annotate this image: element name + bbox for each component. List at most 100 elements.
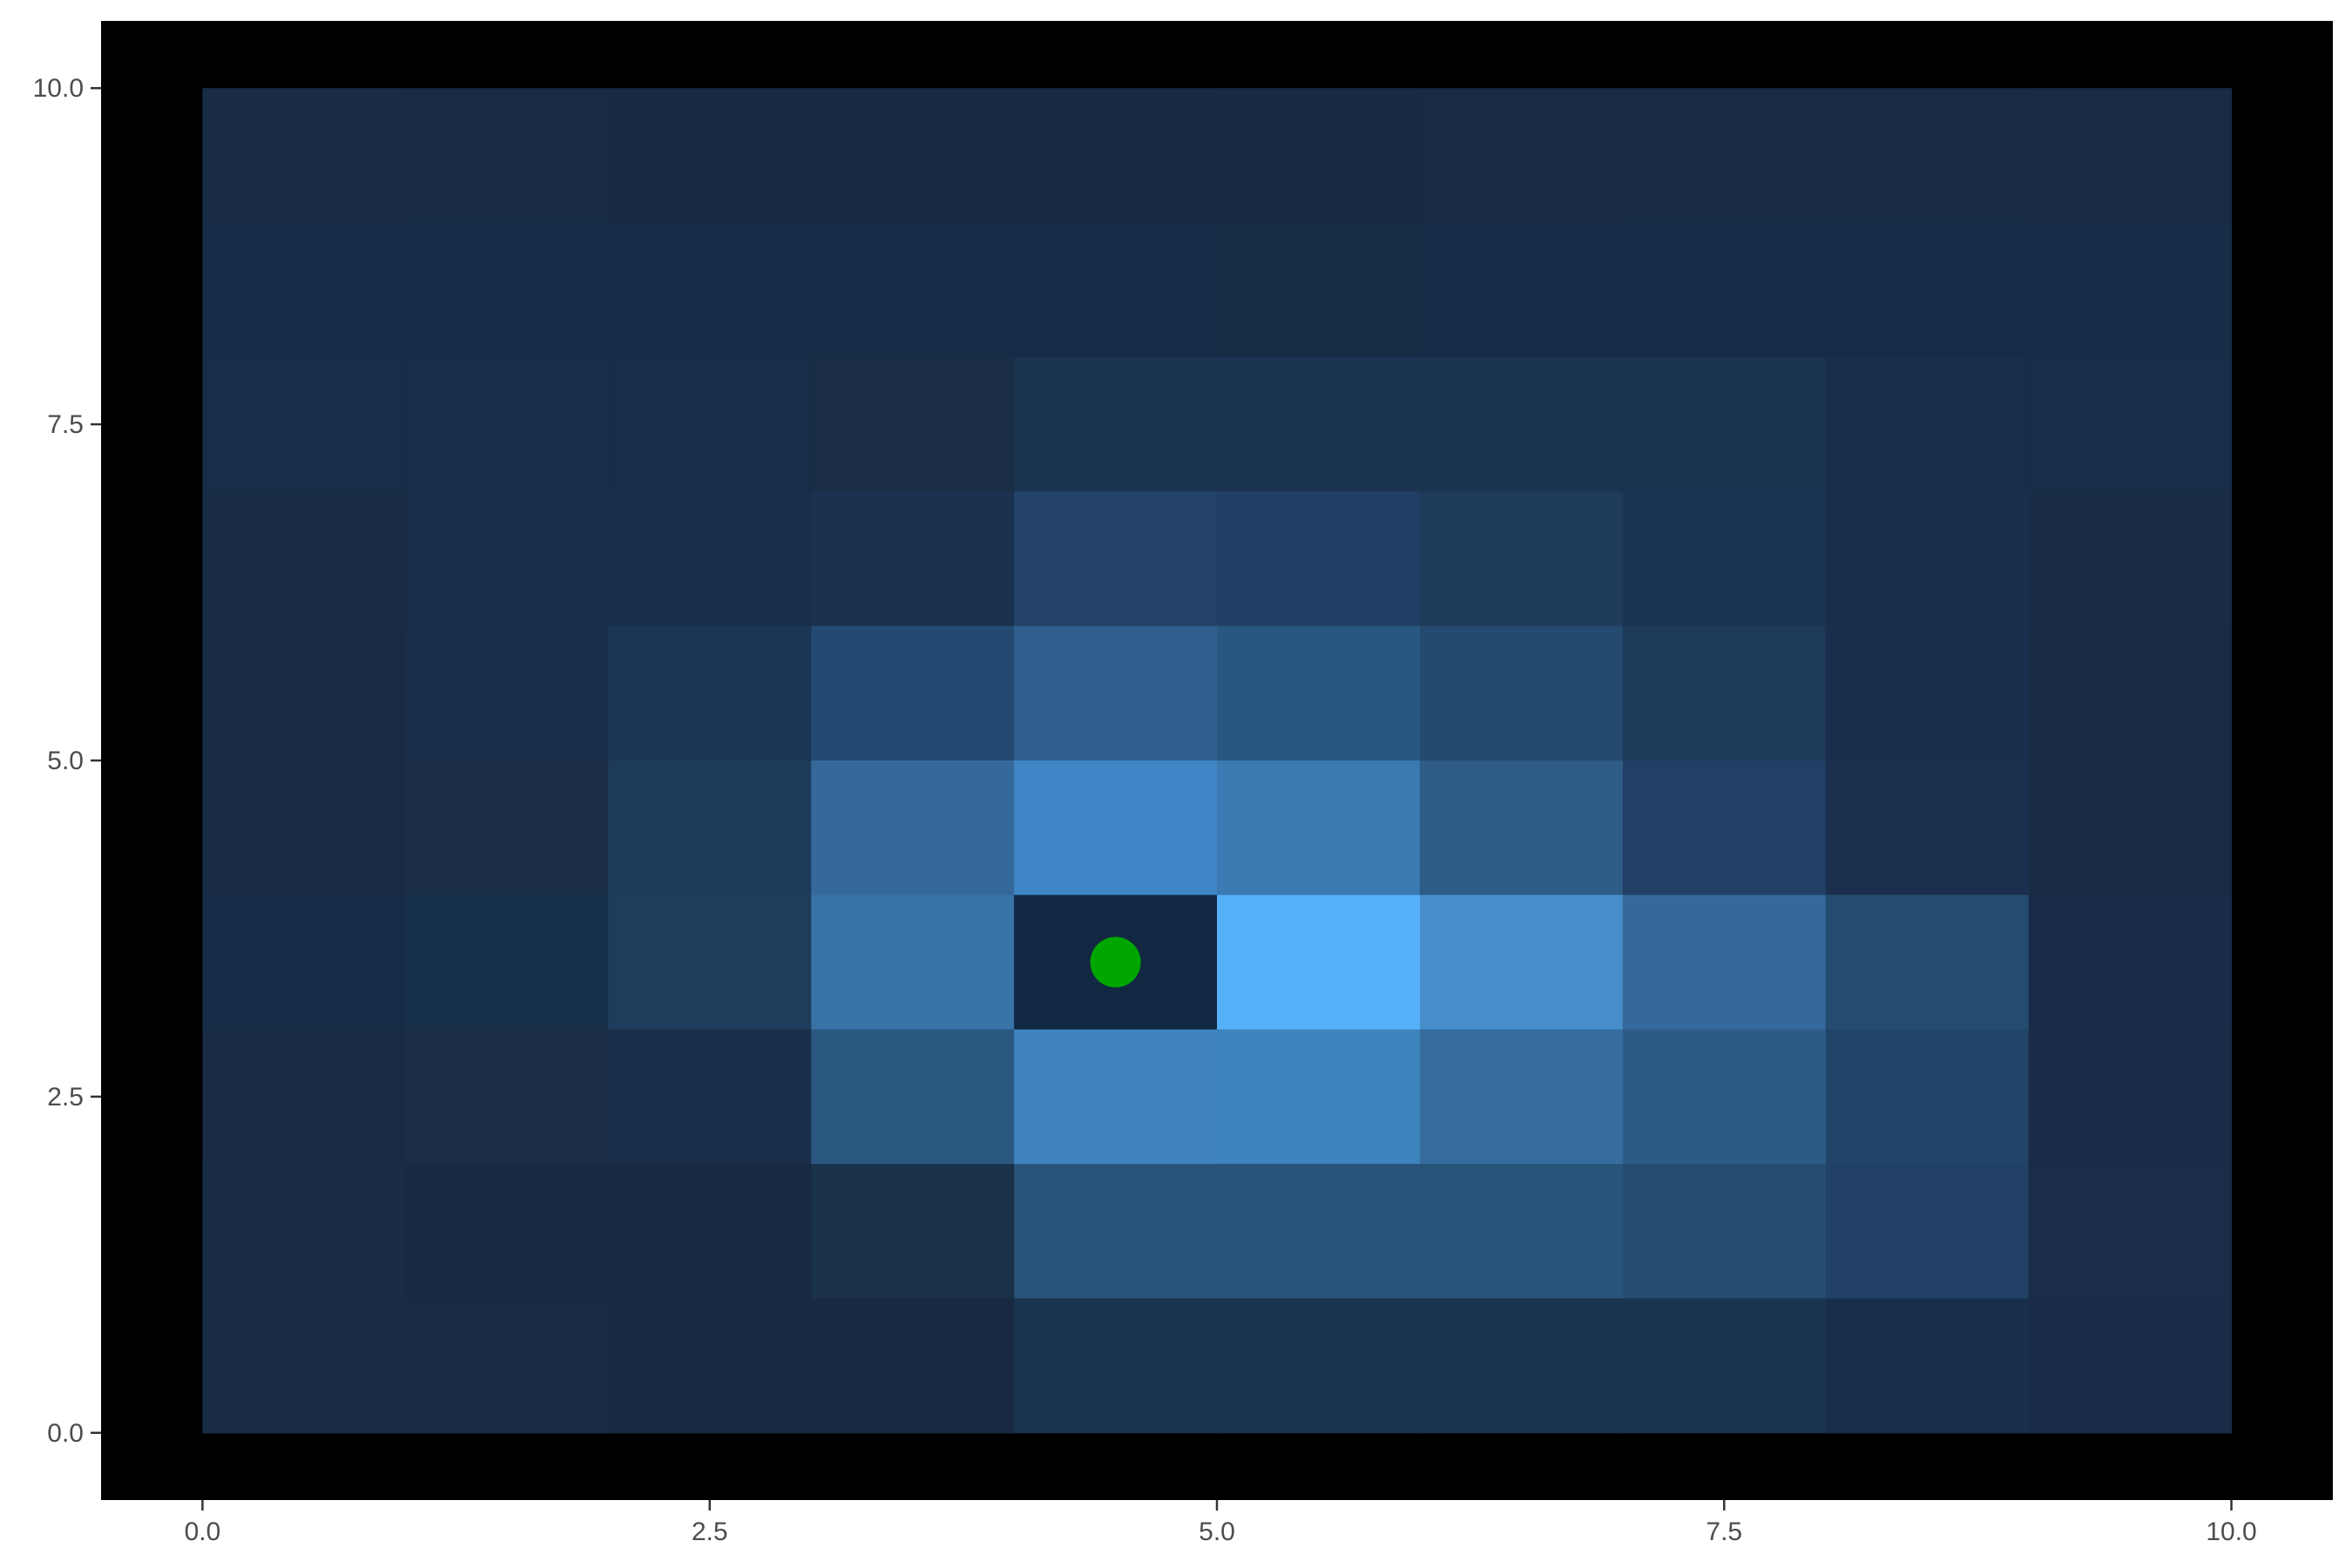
heatmap-cell [1622,491,1827,627]
heatmap-cell [2028,1029,2233,1165]
heatmap-cell [1419,895,1624,1031]
heatmap-cell [1825,760,2030,896]
heatmap-cell [405,491,609,627]
heatmap-cell [202,895,406,1031]
heatmap-cell [202,1298,406,1434]
heatmap-cell [1419,88,1624,224]
heatmap-cell [405,356,609,492]
y-tick-label: 2.5 [47,1083,84,1112]
heatmap-cell [811,356,1015,492]
heatmap-cell [1217,760,1421,896]
heatmap-cell [1217,1298,1421,1434]
heatmap-cell [1825,1164,2030,1300]
heatmap-cell [1419,1164,1624,1300]
heatmap-cell [811,895,1015,1031]
y-tick-label: 0.0 [47,1419,84,1448]
heatmap-cell [1217,491,1421,627]
heatmap-cell [1419,760,1624,896]
heatmap-cell [1622,356,1827,492]
data-points [1090,936,1141,988]
heatmap-cell [1622,1298,1827,1434]
heatmap-cell [1825,1298,2030,1434]
heatmap-cell [811,760,1015,896]
heatmap-cell [608,491,812,627]
heatmap-cell [608,222,812,358]
heatmap-cell [1014,1029,1218,1165]
heatmap-cell [1217,356,1421,492]
heatmap-cell [1622,88,1827,224]
heatmap-cell [202,222,406,358]
heatmap-cell [608,1029,812,1165]
heatmap-cell [1217,1029,1421,1165]
heatmap-cell [202,356,406,492]
heatmap-cell [811,1164,1015,1300]
heatmap-cell [405,88,609,224]
heatmap-cell [1622,760,1827,896]
x-tick-label: 2.5 [692,1517,728,1546]
heatmap-cell [405,222,609,358]
heatmap-cells [202,88,2233,1434]
heatmap-cell [811,1298,1015,1434]
heatmap-cell [1014,1164,1218,1300]
y-tick-label: 7.5 [47,410,84,439]
heatmap-cell [811,1029,1015,1165]
heatmap-cell [2028,625,2233,761]
heatmap-cell [1419,222,1624,358]
heatmap-cell [1217,88,1421,224]
heatmap-cell [202,1164,406,1300]
heatmap-cell [1622,895,1827,1031]
y-axis: 0.0 2.5 5.0 7.5 10.0 [33,74,101,1448]
heatmap-cell [202,88,406,224]
heatmap-cell [202,491,406,627]
heatmap-cell [1825,895,2030,1031]
heatmap-cell [1825,222,2030,358]
heatmap-cell [1825,1029,2030,1165]
heatmap-cell [1825,625,2030,761]
heatmap-cell [1622,1029,1827,1165]
heatmap-cell [405,895,609,1031]
heatmap-cell [608,625,812,761]
heatmap-cell [1825,356,2030,492]
x-tick-label: 5.0 [1199,1517,1235,1546]
heatmap-cell [1014,1298,1218,1434]
heatmap-cell [202,1029,406,1165]
heatmap-cell [1014,356,1218,492]
heatmap-cell [608,88,812,224]
heatmap-cell [1217,222,1421,358]
heatmap-cell [202,760,406,896]
x-axis: 0.0 2.5 5.0 7.5 10.0 [185,1500,2257,1546]
heatmap-cell [2028,1298,2233,1434]
heatmap-cell [2028,1164,2233,1300]
heatmap-cell [811,491,1015,627]
heatmap-cell [1217,625,1421,761]
heatmap-cell [1622,222,1827,358]
heatmap-cell [405,1298,609,1434]
heatmap-cell [1014,222,1218,358]
heatmap-cell [1419,625,1624,761]
heatmap-cell [1419,356,1624,492]
heatmap-cell [811,625,1015,761]
y-tick-label: 5.0 [47,747,84,775]
heatmap-cell [405,625,609,761]
heatmap-cell [2028,88,2233,224]
heatmap-cell [1217,895,1421,1031]
heatmap-cell [608,1164,812,1300]
heatmap-cell [405,1029,609,1165]
y-tick-label: 10.0 [33,74,84,103]
x-tick-label: 10.0 [2206,1517,2256,1546]
heatmap-cell [1622,625,1827,761]
heatmap-cell [608,1298,812,1434]
heatmap-cell [1622,1164,1827,1300]
heatmap-cell [1825,491,2030,627]
heatmap-cell [1014,88,1218,224]
heatmap-cell [1014,625,1218,761]
heatmap-cell [405,1164,609,1300]
x-tick-label: 0.0 [185,1517,221,1546]
heatmap-cell [1825,88,2030,224]
x-tick-label: 7.5 [1706,1517,1742,1546]
heatmap-cell [202,625,406,761]
heatmap-cell [2028,760,2233,896]
heatmap-cell [811,88,1015,224]
data-point [1090,936,1141,988]
